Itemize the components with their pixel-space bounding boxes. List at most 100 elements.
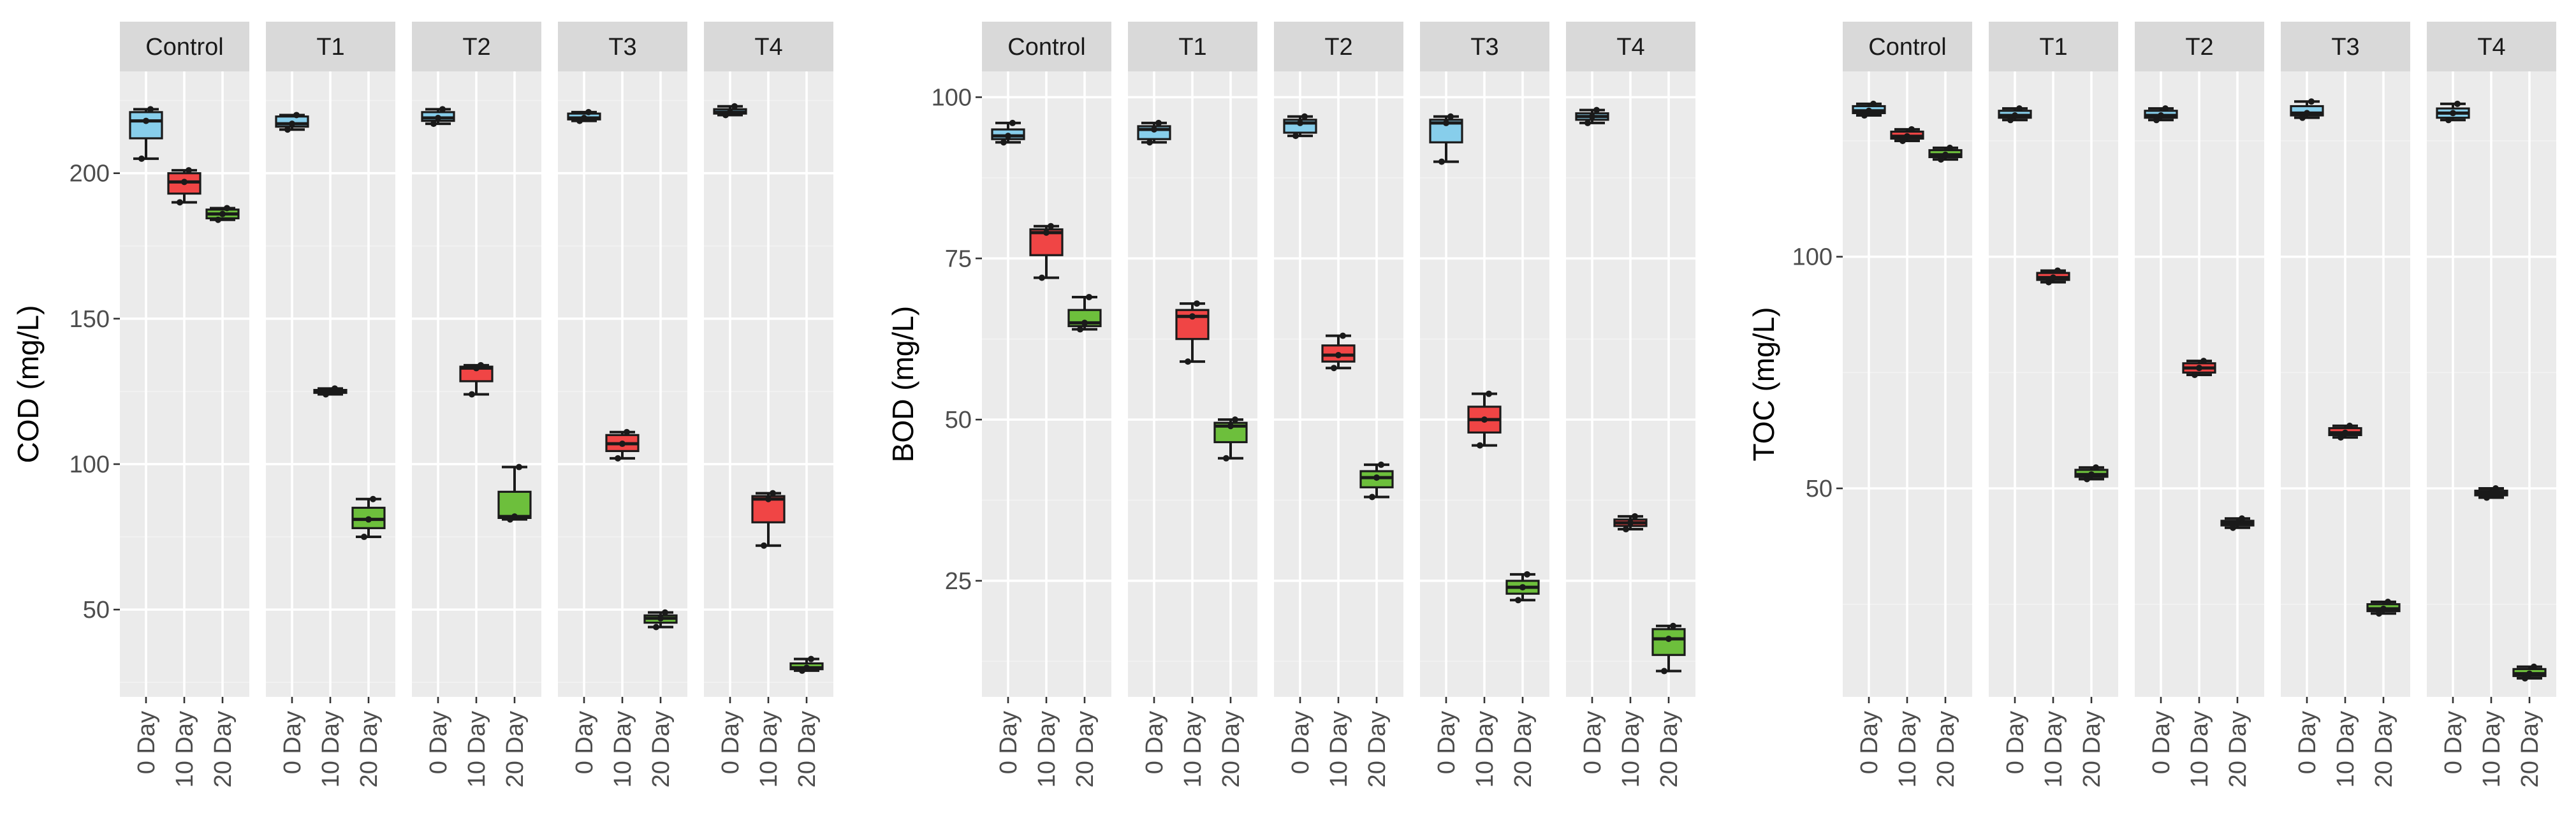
data-point xyxy=(2054,267,2061,274)
x-tick-label: 10 Day xyxy=(1618,711,1644,787)
x-tick-label: 0 Day xyxy=(2440,711,2467,774)
box-20-day xyxy=(1067,293,1102,333)
box-20-day xyxy=(1359,461,1394,500)
data-point xyxy=(1000,139,1007,146)
facet-label: T1 xyxy=(1178,34,1206,61)
box-0-day xyxy=(713,103,747,119)
box-0-day xyxy=(1283,113,1317,140)
box-0-day xyxy=(567,108,601,124)
data-point xyxy=(1048,223,1054,230)
data-point xyxy=(1301,113,1308,120)
box-20-day xyxy=(2366,599,2401,617)
x-tick-label: 10 Day xyxy=(172,711,198,787)
x-tick-label: 20 Day xyxy=(1072,711,1099,787)
x-tick-label: 0 Day xyxy=(1433,711,1460,774)
x-tick-label: 10 Day xyxy=(1034,711,1060,787)
data-point xyxy=(1297,119,1303,126)
x-tick-label: 20 Day xyxy=(1218,711,1245,787)
data-point xyxy=(1005,133,1011,140)
x-tick-label: 10 Day xyxy=(756,711,782,787)
data-point xyxy=(1486,390,1492,397)
box-0-day xyxy=(1429,113,1463,165)
data-point xyxy=(469,391,475,398)
data-point xyxy=(1584,119,1591,126)
x-tick-label: 0 Day xyxy=(1287,711,1314,774)
data-point xyxy=(1515,597,1521,604)
box-10-day xyxy=(2036,267,2070,286)
data-point xyxy=(2385,599,2391,606)
data-point xyxy=(1081,319,1088,326)
box-10-day xyxy=(313,385,348,398)
facet-t1: T1 0 Day 10 Day 20 Day xyxy=(266,22,395,787)
facet-label: Control xyxy=(1868,34,1947,61)
y-tick-label: 100 xyxy=(932,84,972,111)
data-point xyxy=(2299,114,2306,121)
data-point xyxy=(439,106,446,113)
data-point xyxy=(2153,117,2160,124)
data-point xyxy=(1524,571,1530,578)
data-point xyxy=(2445,117,2452,124)
data-point xyxy=(147,106,154,113)
x-tick-label: 10 Day xyxy=(2478,711,2505,787)
data-point xyxy=(186,167,192,174)
facet-strip xyxy=(2427,22,2556,71)
data-point xyxy=(1593,106,1600,113)
box-20-day xyxy=(1213,416,1248,462)
data-point xyxy=(430,121,437,128)
data-point xyxy=(435,115,441,122)
facet-t2: T2 0 Day 10 Day 20 Day xyxy=(412,22,541,787)
data-point xyxy=(2450,110,2456,117)
data-point xyxy=(2045,279,2052,286)
data-point xyxy=(181,179,187,186)
chart-cod: COD (mg/L) 50 100 150 200 Control 0 Day 10 Day 2… xyxy=(11,22,833,787)
box-10-day xyxy=(751,490,786,549)
data-point xyxy=(1870,100,1877,107)
data-point xyxy=(1151,126,1157,133)
data-point xyxy=(2230,524,2236,531)
facet-control: Control 0 Day 10 Day 20 Day xyxy=(1843,22,1972,787)
data-point xyxy=(1039,274,1045,281)
data-point xyxy=(615,455,621,462)
data-point xyxy=(2007,117,2014,124)
x-tick-label: 10 Day xyxy=(1472,711,1498,787)
box-20-day xyxy=(351,495,386,541)
data-point xyxy=(1292,133,1299,140)
data-point xyxy=(1086,293,1092,300)
facet-label: T4 xyxy=(2477,34,2505,61)
data-point xyxy=(2342,429,2348,436)
facet-strip xyxy=(2135,22,2264,71)
box-20-day xyxy=(205,205,240,223)
x-tick-label: 0 Day xyxy=(1856,711,1883,774)
x-tick-label: 20 Day xyxy=(2371,711,2397,787)
box-10-day xyxy=(1175,300,1210,365)
data-point xyxy=(1369,493,1375,500)
data-point xyxy=(2239,515,2245,522)
x-tick-label: 0 Day xyxy=(2148,711,2175,774)
data-point xyxy=(1378,461,1384,468)
data-point xyxy=(1861,112,1868,119)
data-point xyxy=(653,624,659,631)
facet-t4: T4 0 Day 10 Day 20 Day xyxy=(2427,22,2556,787)
y-tick-label: 75 xyxy=(945,245,972,272)
data-point xyxy=(2454,100,2461,107)
facet-label: T3 xyxy=(2331,34,2359,61)
data-point xyxy=(370,495,376,502)
box-20-day xyxy=(643,609,678,631)
data-point xyxy=(1185,358,1191,365)
data-point xyxy=(657,615,664,622)
data-point xyxy=(138,155,145,162)
box-0-day xyxy=(1575,106,1609,126)
box-20-day xyxy=(2220,515,2255,531)
x-tick-label: 0 Day xyxy=(2002,711,2029,774)
data-point xyxy=(1077,326,1083,333)
data-point xyxy=(1623,526,1629,533)
facet-t2: T2 0 Day 10 Day 20 Day xyxy=(1274,22,1403,787)
facet-t3: T3 0 Day 10 Day 20 Day xyxy=(2281,22,2410,787)
x-tick-label: 20 Day xyxy=(2517,711,2543,787)
data-point xyxy=(516,464,522,471)
y-tick-label: 200 xyxy=(70,161,110,187)
box-0-day xyxy=(2436,100,2470,124)
box-0-day xyxy=(421,106,455,128)
